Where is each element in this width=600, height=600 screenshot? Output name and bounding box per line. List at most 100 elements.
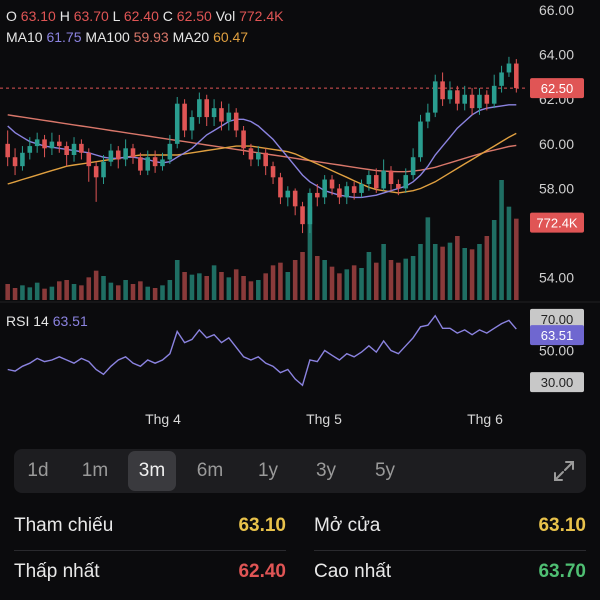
volume-bar [366, 252, 372, 300]
ma20-value: 60.47 [213, 29, 249, 45]
rsi-current-tag-bg [530, 325, 584, 346]
stat-open: Mở cửa 63.10 [314, 515, 586, 541]
candle-body [79, 143, 84, 153]
candle-body [12, 157, 18, 167]
divider [14, 550, 286, 551]
range-1d[interactable]: 1d [27, 460, 49, 481]
volume-bar [403, 258, 409, 300]
price-axis-label: 54.00 [539, 270, 574, 286]
expand-icon[interactable] [552, 459, 576, 483]
volume-bar [49, 286, 55, 300]
volume-bar [241, 276, 246, 300]
candle-body [138, 157, 143, 171]
candle-body [115, 150, 121, 160]
candle-body [197, 99, 202, 118]
volume-bar [447, 242, 453, 300]
range-3m[interactable]: 3m [128, 451, 176, 491]
ma20-line [7, 132, 517, 194]
candle-body [447, 90, 453, 100]
candle-body [307, 192, 313, 225]
volume-bar [388, 260, 394, 300]
volume-bar [410, 256, 416, 300]
rsi-readout: RSI 14 63.51 [6, 313, 88, 329]
stat-low: Thấp nhất 62.40 [14, 561, 286, 587]
range-1y[interactable]: 1y [257, 460, 279, 481]
chart-canvas[interactable]: 66.0064.0062.0060.0058.0054.0062.50772.4… [0, 0, 600, 400]
candle-body [241, 130, 246, 149]
volume-bar [34, 282, 40, 300]
price-chart[interactable]: 66.00 64.00 62.00 60.00 58.00 54.00 62.50 772.4… [0, 0, 600, 400]
volume-bar [373, 262, 379, 300]
volume-bar [167, 280, 173, 300]
ma100-label: MA100 [85, 29, 130, 45]
candle-body [34, 139, 40, 147]
reference-label: Tham chiếu [14, 515, 114, 536]
candle-body [211, 108, 217, 118]
volume-bar [484, 236, 490, 300]
candle-body [174, 103, 180, 144]
candle-body [403, 175, 409, 189]
candle-body [499, 72, 504, 86]
price-axis-label: 58.00 [539, 180, 574, 196]
low-value: 62.40 [123, 8, 159, 24]
volume-bar [359, 268, 364, 300]
volume-bar [263, 273, 268, 300]
stat-high: Cao nhất 63.70 [314, 561, 586, 587]
volume-bar [351, 265, 357, 300]
rsi-level-50: 50.00 [539, 343, 574, 359]
volume-bar [130, 284, 136, 300]
volume-bar [115, 285, 121, 300]
volume-bar [432, 244, 438, 300]
volume-bar [248, 281, 254, 300]
volume-bar [315, 256, 320, 300]
volume-bar [329, 266, 335, 300]
candle-body [300, 206, 305, 225]
high-value: 63.70 [73, 8, 109, 24]
rsi-level-30: 30.00 [541, 375, 574, 390]
range-6m[interactable]: 6m [196, 460, 224, 481]
range-5y[interactable]: 5y [374, 460, 396, 481]
candle-body [42, 139, 47, 149]
divider [314, 550, 586, 551]
candle-body [329, 179, 335, 189]
price-axis-label: 60.00 [539, 136, 574, 152]
volume-bar [64, 280, 69, 300]
candle-body [425, 112, 431, 122]
time-axis: Thg 4 Thg 5 Thg 6 [0, 411, 600, 431]
volume-bar [57, 281, 62, 300]
candle-body [359, 184, 364, 193]
volume-bar [440, 246, 445, 300]
volume-bar [256, 280, 261, 300]
open-price-value: 63.10 [538, 515, 586, 536]
range-selector: 1d 1m 3m 6m 1y 3y 5y [14, 449, 586, 493]
volume-bar [292, 260, 298, 300]
candle-body [27, 146, 33, 153]
low-price-label: Thấp nhất [14, 561, 100, 582]
rsi-value: 63.51 [52, 313, 88, 329]
range-1m[interactable]: 1m [81, 460, 109, 481]
high-price-value: 63.70 [538, 561, 586, 582]
candle-body [248, 148, 254, 160]
candle-body [285, 190, 291, 198]
candle-body [484, 94, 490, 104]
candle-body [278, 177, 283, 198]
candle-body [322, 179, 327, 198]
volume-bar [477, 244, 482, 300]
volume-bar [270, 265, 276, 300]
volume-bar [300, 252, 305, 300]
volume-bar [499, 180, 504, 300]
open-price-label: Mở cửa [314, 515, 381, 536]
month-label: Thg 4 [145, 411, 181, 427]
ma-readout: MA10 61.75 MA100 59.93 MA20 60.47 [6, 29, 248, 45]
candle-body [344, 186, 350, 198]
rsi-label: RSI 14 [6, 313, 49, 329]
volume-tag-bg [530, 212, 584, 233]
candle-body [86, 152, 92, 167]
volume-bar [344, 269, 350, 300]
range-3y[interactable]: 3y [315, 460, 337, 481]
volume-bar [462, 248, 467, 300]
candle-body [351, 186, 357, 193]
candle-body [101, 161, 106, 178]
candle-body [182, 103, 187, 131]
volume-bar [337, 273, 342, 300]
